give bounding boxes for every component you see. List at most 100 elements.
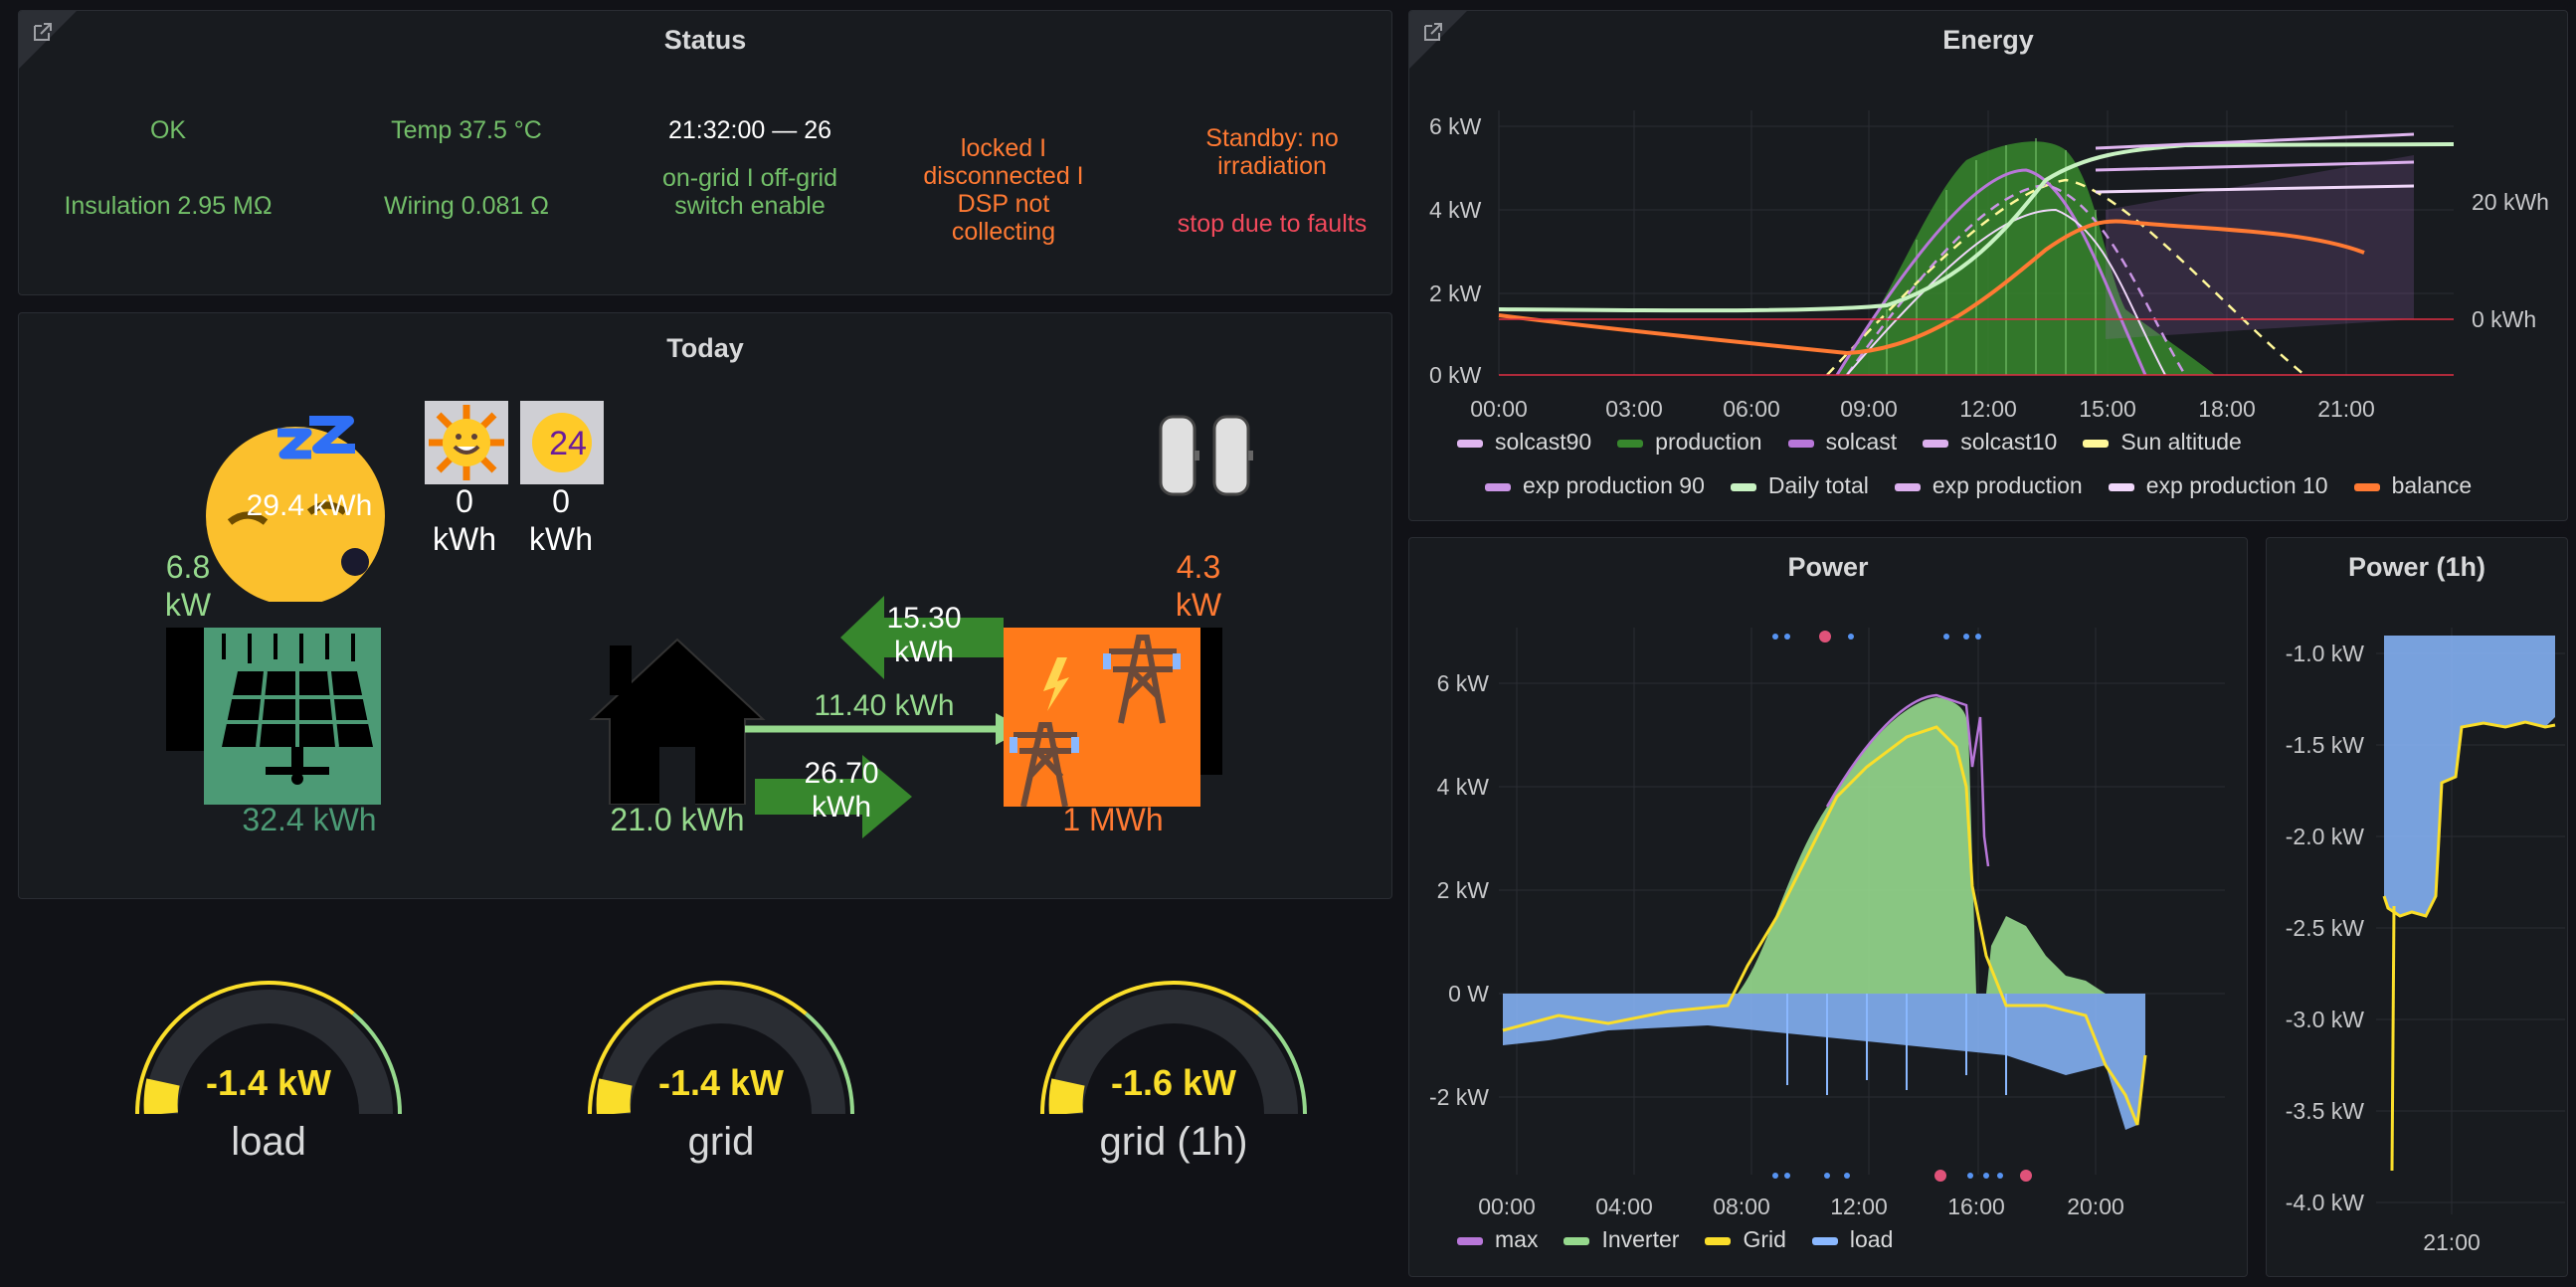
self-consumption-arrow-icon bbox=[755, 755, 912, 838]
legend-item[interactable]: balance bbox=[2353, 472, 2472, 499]
legend-item[interactable]: max bbox=[1457, 1226, 1538, 1253]
legend-label: load bbox=[1849, 1226, 1894, 1252]
power-1h-ytick: -3.5 kW bbox=[2286, 1098, 2365, 1124]
power-xtick: 00:00 bbox=[1478, 1194, 1536, 1219]
legend-swatch bbox=[1787, 439, 1814, 448]
status-insulation: Insulation 2.95 MΩ bbox=[64, 192, 273, 220]
energy-xtick: 15:00 bbox=[2079, 396, 2136, 422]
gauge-value: -1.6 kW bbox=[1110, 1062, 1237, 1103]
energy-xtick: 03:00 bbox=[1605, 396, 1663, 422]
battery-icon bbox=[1159, 415, 1253, 496]
legend-swatch bbox=[1564, 1236, 1590, 1245]
energy-ytick: 2 kW bbox=[1429, 280, 1482, 306]
legend-label: production bbox=[1655, 429, 1762, 455]
power-xtick: 20:00 bbox=[2067, 1194, 2124, 1219]
status-panel: Status OK Insulation 2.95 MΩ Temp 37.5 °… bbox=[18, 10, 1392, 295]
solar-panel-icon bbox=[166, 628, 381, 805]
sun-tomorrow-icon: 24 bbox=[520, 401, 604, 484]
legend-item[interactable]: solcast10 bbox=[1923, 429, 2057, 456]
energy-ytick-right: 0 kWh bbox=[2472, 306, 2536, 332]
legend-label: exp production 90 bbox=[1523, 472, 1705, 498]
status-grid-mode: on-grid I off-grid switch enable bbox=[661, 164, 837, 220]
status-fault: stop due to faults bbox=[1177, 210, 1368, 238]
energy-xtick: 09:00 bbox=[1840, 396, 1898, 422]
gauge-label: grid (1h) bbox=[1099, 1120, 1248, 1164]
power-1h-panel: Power (1h) -1.0 kW -1.5 kW -2.0 kW -2.5 … bbox=[2266, 537, 2568, 1277]
legend-swatch bbox=[1457, 1236, 1483, 1245]
power-ytick: 0 W bbox=[1448, 981, 1489, 1007]
grid-tower-icon bbox=[1004, 628, 1222, 807]
gauge-label: load bbox=[231, 1120, 306, 1164]
legend-label: solcast10 bbox=[1960, 429, 2058, 455]
legend-swatch bbox=[1923, 439, 1949, 448]
power-1h-xtick: 21:00 bbox=[2423, 1229, 2481, 1255]
energy-xtick: 21:00 bbox=[2317, 396, 2375, 422]
panel-title: Power (1h) bbox=[2347, 552, 2486, 582]
external-link-icon[interactable] bbox=[32, 21, 54, 43]
legend-swatch bbox=[1457, 439, 1483, 448]
energy-ytick: 0 kW bbox=[1429, 362, 1482, 388]
status-wiring: Wiring 0.081 Ω bbox=[384, 192, 549, 220]
panel-title: Energy bbox=[1942, 25, 2034, 55]
solar-energy: 32.4 kWh bbox=[242, 802, 377, 837]
status-locked: locked I disconnected I DSP not collecti… bbox=[923, 134, 1084, 246]
power-xtick: 12:00 bbox=[1830, 1194, 1888, 1219]
legend-label: Sun altitude bbox=[2120, 429, 2242, 455]
house-icon bbox=[589, 638, 766, 805]
legend-swatch bbox=[1705, 1236, 1732, 1245]
energy-ytick: 4 kW bbox=[1429, 197, 1482, 223]
power-xtick: 16:00 bbox=[1947, 1194, 2005, 1219]
power-1h-ytick: -2.0 kW bbox=[2286, 824, 2365, 849]
legend-swatch bbox=[1617, 439, 1644, 448]
sleeping-sun-icon bbox=[206, 416, 385, 602]
legend-item[interactable]: production bbox=[1617, 429, 1762, 456]
gauge-arc bbox=[135, 981, 402, 1116]
gauge-load: -1.4 kW load bbox=[119, 935, 418, 1174]
energy-ytick-right: 20 kWh bbox=[2472, 189, 2549, 215]
today-panel: Today 29.4 kWh 24 0 kWh 0 kWh 6.8 kW bbox=[18, 312, 1392, 899]
sun-tomorrow-energy: 0 kWh bbox=[529, 483, 593, 557]
solar-forecast: 29.4 kWh bbox=[246, 489, 373, 522]
power-legend: max Inverter Grid load bbox=[1457, 1226, 1919, 1253]
sun-today-energy: 0 kWh bbox=[433, 483, 496, 557]
gauge-arc bbox=[1040, 981, 1307, 1116]
legend-label: max bbox=[1495, 1226, 1539, 1252]
export-arrow-icon bbox=[840, 596, 1004, 679]
external-link-icon[interactable] bbox=[1422, 21, 1444, 43]
legend-item[interactable]: Sun altitude bbox=[2083, 429, 2242, 456]
legend-label: Inverter bbox=[1601, 1226, 1680, 1252]
legend-item[interactable]: exp production 10 bbox=[2108, 472, 2328, 499]
gauge-label: grid bbox=[687, 1120, 755, 1164]
grid-energy: 1 MWh bbox=[1062, 802, 1164, 837]
energy-xtick: 06:00 bbox=[1723, 396, 1780, 422]
legend-swatch bbox=[2108, 482, 2134, 491]
legend-label: Daily total bbox=[1767, 472, 1869, 498]
legend-item[interactable]: Daily total bbox=[1730, 472, 1869, 499]
solar-power: 6.8 kW bbox=[164, 549, 212, 623]
power-ytick: 2 kW bbox=[1437, 877, 1490, 903]
gauge-arc bbox=[588, 981, 854, 1116]
legend-item[interactable]: load bbox=[1811, 1226, 1894, 1253]
power-xtick: 04:00 bbox=[1595, 1194, 1653, 1219]
status-temp: Temp 37.5 °C bbox=[391, 116, 542, 144]
legend-item[interactable]: exp production 90 bbox=[1485, 472, 1705, 499]
legend-item[interactable]: solcast bbox=[1787, 429, 1897, 456]
power-1h-ytick: -4.0 kW bbox=[2286, 1190, 2365, 1215]
legend-swatch bbox=[1485, 482, 1511, 491]
energy-xtick: 18:00 bbox=[2198, 396, 2256, 422]
energy-legend: exp production 90 Daily total exp producti… bbox=[1485, 472, 2497, 499]
energy-ytick: 6 kW bbox=[1429, 113, 1482, 139]
power-ytick: -2 kW bbox=[1429, 1084, 1489, 1110]
legend-item[interactable]: solcast90 bbox=[1457, 429, 1591, 456]
energy-legend: solcast90 production solcast solcast10 Sun a… bbox=[1457, 429, 2268, 456]
legend-swatch bbox=[1894, 482, 1921, 491]
legend-item[interactable]: Inverter bbox=[1564, 1226, 1679, 1253]
power-1h-ytick: -1.0 kW bbox=[2286, 641, 2365, 666]
power-panel: Power 6 kW 4 kW 2 kW 0 W -2 kW bbox=[1408, 537, 2248, 1277]
legend-item[interactable]: exp production bbox=[1894, 472, 2083, 499]
legend-swatch bbox=[2083, 439, 2110, 448]
power-ytick: 4 kW bbox=[1437, 774, 1490, 800]
legend-swatch bbox=[1730, 482, 1756, 491]
power-ytick: 6 kW bbox=[1437, 670, 1490, 696]
legend-item[interactable]: Grid bbox=[1705, 1226, 1786, 1253]
